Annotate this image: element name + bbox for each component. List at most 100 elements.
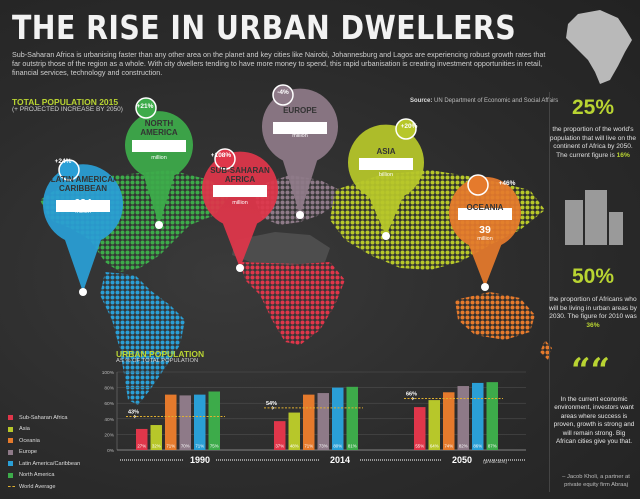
pin-name-box [56,200,110,212]
pin-north-america: +21% NORTH AMERICA 358 million [124,103,194,161]
pin-unit: million [232,200,248,206]
pin-dot [79,288,87,296]
africa-silhouette-icon [566,10,632,84]
page-title: THE RISE IN URBAN DWELLERS [12,8,517,47]
pin-value: 634 [74,197,92,209]
stat1-highlight: 16% [616,151,630,159]
bar [486,382,498,450]
map-pin [125,97,194,229]
bar-value-label: 27% [137,444,146,449]
map-section-title: TOTAL POPULATION 2015 [12,97,119,107]
stat1-text: the proportion of the world's population… [549,126,637,159]
bar-value-label: 71% [195,444,204,449]
map-pin [262,84,339,219]
pin-name-2: AFRICA [224,175,256,184]
bar-value-label: 32% [152,444,161,449]
pin-balloon [449,176,522,287]
pin-sub-saharan-africa: +108% SUB-SAHARAN AFRICA 962 million [200,152,280,206]
stat-50-percent: 50% [571,265,615,288]
pin-dot [296,211,304,219]
pin-pct-bubble [467,174,489,196]
y-tick-label: 0% [107,448,115,454]
legend-swatch [8,461,13,467]
legend-item: Sub-Saharan Africa [8,412,80,424]
quote-mark-icon: ““ [571,351,611,391]
source-note: Source: UN Department of Economic and So… [410,98,558,104]
pin-balloon [201,151,278,268]
pin-name: SUB-SAHARAN [210,166,270,175]
pin-name: EUROPE [283,106,317,115]
map-pin [201,148,278,272]
bar [346,386,358,450]
bar [443,392,455,450]
world-average-label: 43% [128,409,139,415]
pin-name-2: CARIBBEAN [59,184,107,193]
stat2-highlight: 36% [586,321,600,329]
bar-value-label: 80% [333,444,342,449]
pin-latin-america: +24% LATIN AMERICA/ CARIBBEAN 634 millio… [43,158,123,215]
prediction-note: (prediction) [483,459,507,465]
pin-pct: +24% [54,158,72,165]
bar [472,382,484,450]
world-average-arrow [271,406,275,410]
legend-label: Latin America/Caribbean [19,460,81,467]
quote-text: In the current economic environment, inv… [553,396,635,446]
bar-value-label: 70% [181,444,190,449]
bar-value-label: 82% [459,444,468,449]
bar [136,428,148,450]
pin-name-box [359,158,413,170]
pin-oceania: +46% OCEANIA 39 million [445,180,525,242]
x-category-label: 1990 [190,455,210,465]
world-average-label: 54% [266,401,277,407]
region-shape-latin-america [100,272,185,405]
bar [332,387,344,450]
legend-line-swatch [8,486,15,488]
bar-value-label: 55% [415,444,424,449]
legend-item: Latin America/Caribbean [8,458,80,470]
world-average-arrow [411,396,415,401]
legend-swatch [8,472,13,478]
chart-subtitle: AS % OF TOTAL POPULATION [116,358,199,364]
bar [179,395,191,450]
bar-value-label: 37% [275,444,284,449]
legend-label: Sub-Saharan Africa [19,414,68,421]
bar [194,394,206,450]
sidebar-divider [549,92,550,492]
map-pin [449,174,522,291]
bar [165,394,177,450]
legend-item: Asia [8,424,80,436]
pin-europe: -4% EUROPE 738 million [260,89,340,139]
pin-balloon [125,111,194,225]
legend-swatch [8,426,13,432]
bar-value-label: 48% [290,444,299,449]
pin-value: 39 [479,224,491,236]
pin-name-box [132,140,186,152]
stat2-text: the proportion of Africans who will be l… [549,296,637,321]
bar [208,391,220,450]
pin-balloon [43,164,123,292]
pin-pct-bubble [272,84,294,106]
world-average-arrow [133,414,137,419]
pin-balloon [347,124,424,236]
legend-label: Oceania [19,437,40,444]
pin-asia: +20% ASIA 4.4 billion [346,123,426,178]
source-text: UN Department of Economic and Social Aff… [434,98,559,104]
y-tick-label: 40% [104,417,114,423]
pin-pct-bubble [214,148,236,170]
bar-value-label: 87% [488,444,497,449]
x-category-label: 2014 [330,455,350,465]
bar-value-label: 74% [444,444,453,449]
pin-unit: billion [378,172,394,178]
chart-title: URBAN POPULATION [116,349,205,359]
pin-name-box [213,185,267,197]
legend-item: Oceania [8,435,80,447]
pin-name-box [458,208,512,220]
stat-25-description: the proportion of the world's population… [549,126,637,160]
x-category-label: 2050 [452,455,472,465]
bar-value-label: 86% [473,444,482,449]
region-shape-north-africa [232,232,330,265]
pin-dot [236,264,244,272]
pin-value: 358 [150,143,168,155]
legend-label: Europe [19,449,38,456]
